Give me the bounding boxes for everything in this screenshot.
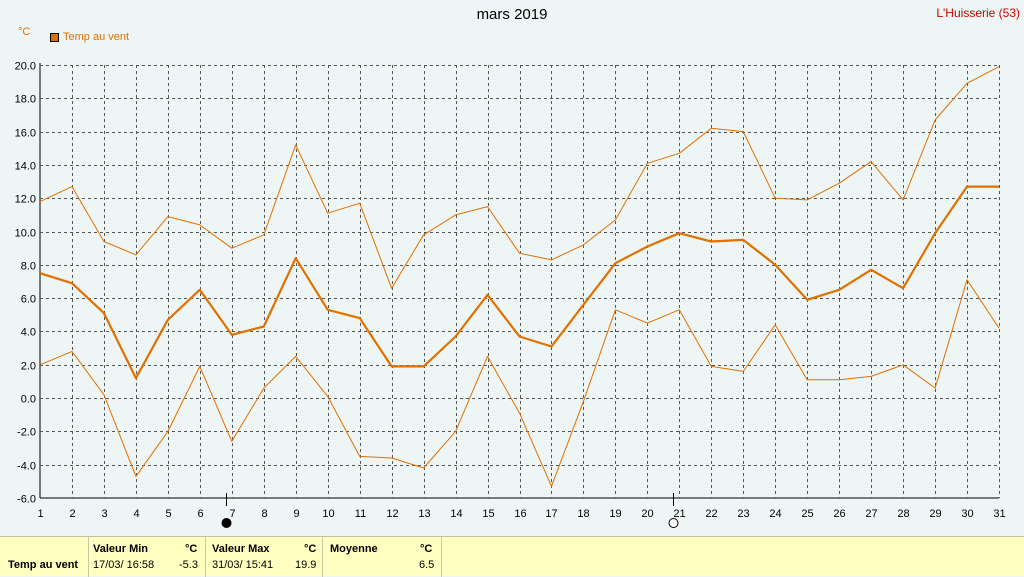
new-moon-icon [221, 518, 232, 528]
stats-row-label: Temp au vent [8, 559, 79, 571]
stats-min-unit: °C [185, 543, 198, 555]
x-tick-label: 17 [545, 508, 557, 520]
series-line-mean [39, 185, 999, 380]
x-tick-label: 21 [673, 508, 685, 520]
chart-grid [39, 63, 1000, 499]
series-line-max [39, 66, 1000, 289]
y-axis-unit: °C [18, 26, 31, 38]
stats-panel: Temp au vent Valeur Min °C 17/03/ 16:58 … [0, 536, 1024, 577]
chart-title: mars 2019 [476, 6, 548, 23]
x-tick-label: 6 [197, 508, 203, 520]
y-axis-ticks: -6.0 -4.0 -2.0 0.0 2.0 4.0 6.0 8.0 10.0 12.0 14.0 1… [15, 61, 36, 506]
legend-swatch [50, 32, 59, 42]
divider [441, 537, 442, 577]
stats-max-value: 19.9 [295, 559, 317, 571]
moon-markers [221, 493, 679, 528]
stats-max-cell: Valeur Max °C 31/03/ 15:41 19.9 [206, 537, 322, 577]
stats-mean-cell: Moyenne °C 6.5 [323, 537, 441, 577]
x-tick-label: 20 [641, 508, 653, 520]
x-tick-label: 26 [833, 508, 845, 520]
x-tick-label: 8 [261, 508, 267, 520]
x-axis-ticks: 1 2 3 4 5 6 7 8 9 10 11 12 13 14 15 16 17 18 19 20 21 22 23 24 2… [37, 508, 1005, 520]
x-tick-label: 4 [133, 508, 139, 520]
full-moon-icon [668, 518, 679, 528]
x-tick-label: 30 [961, 508, 973, 520]
divider [322, 537, 323, 577]
y-tick-label: 12.0 [15, 194, 36, 206]
x-tick-label: 11 [355, 508, 366, 520]
x-tick-label: 18 [577, 508, 589, 520]
stats-min-value: -5.3 [179, 559, 198, 571]
x-tick-label: 5 [165, 508, 171, 520]
stats-row-label-cell: Temp au vent [0, 537, 88, 577]
x-tick-label: 28 [897, 508, 909, 520]
divider [88, 537, 89, 577]
stats-max-header: Valeur Max [212, 543, 270, 555]
x-tick-label: 19 [609, 508, 621, 520]
y-tick-label: 0.0 [21, 394, 36, 406]
stats-mean-header: Moyenne [330, 543, 378, 555]
series-line-min [39, 279, 1000, 487]
y-tick-label: 18.0 [15, 94, 36, 106]
station-name: L'Huisserie (53) [936, 6, 1020, 20]
x-tick-label: 23 [737, 508, 749, 520]
stats-max-date: 31/03/ 15:41 [212, 559, 274, 571]
x-tick-label: 14 [450, 508, 462, 520]
x-tick-label: 3 [101, 508, 107, 520]
x-tick-label: 16 [514, 508, 526, 520]
stats-max-unit: °C [304, 543, 317, 555]
x-tick-label: 12 [386, 508, 398, 520]
x-tick-label: 27 [865, 508, 877, 520]
x-tick-label: 31 [993, 508, 1005, 520]
x-tick-label: 9 [293, 508, 299, 520]
x-tick-label: 2 [69, 508, 75, 520]
y-tick-label: 4.0 [21, 327, 36, 339]
y-tick-label: -2.0 [17, 427, 36, 439]
x-tick-label: 10 [322, 508, 334, 520]
x-tick-label: 13 [418, 508, 430, 520]
stats-min-cell: Valeur Min °C 17/03/ 16:58 -5.3 [89, 537, 205, 577]
stats-min-date: 17/03/ 16:58 [93, 559, 155, 571]
y-tick-label: 20.0 [15, 61, 36, 73]
x-tick-label: 24 [769, 508, 781, 520]
series-lines [39, 66, 1000, 487]
x-tick-label: 1 [37, 508, 43, 520]
y-tick-label: 16.0 [15, 128, 36, 140]
stats-mean-unit: °C [420, 543, 433, 555]
x-tick-label: 15 [482, 508, 494, 520]
y-tick-label: 2.0 [21, 361, 36, 373]
stats-min-header: Valeur Min [93, 543, 149, 555]
y-tick-label: 8.0 [21, 261, 36, 273]
y-tick-label: -6.0 [17, 494, 36, 506]
y-tick-label: 14.0 [15, 161, 36, 173]
x-tick-label: 22 [705, 508, 717, 520]
y-tick-label: 10.0 [15, 228, 36, 240]
legend: Temp au vent [50, 31, 129, 43]
temperature-chart: -6.0 -4.0 -2.0 0.0 2.0 4.0 6.0 8.0 10.0 12.0 14.0 1… [15, 61, 1006, 528]
stats-mean-value: 6.5 [419, 559, 435, 571]
x-tick-label: 25 [801, 508, 813, 520]
legend-label: Temp au vent [63, 31, 130, 43]
x-tick-label: 29 [929, 508, 941, 520]
divider [205, 537, 206, 577]
y-tick-label: -4.0 [17, 461, 36, 473]
x-tick-label: 7 [229, 508, 235, 520]
y-tick-label: 6.0 [21, 294, 36, 306]
